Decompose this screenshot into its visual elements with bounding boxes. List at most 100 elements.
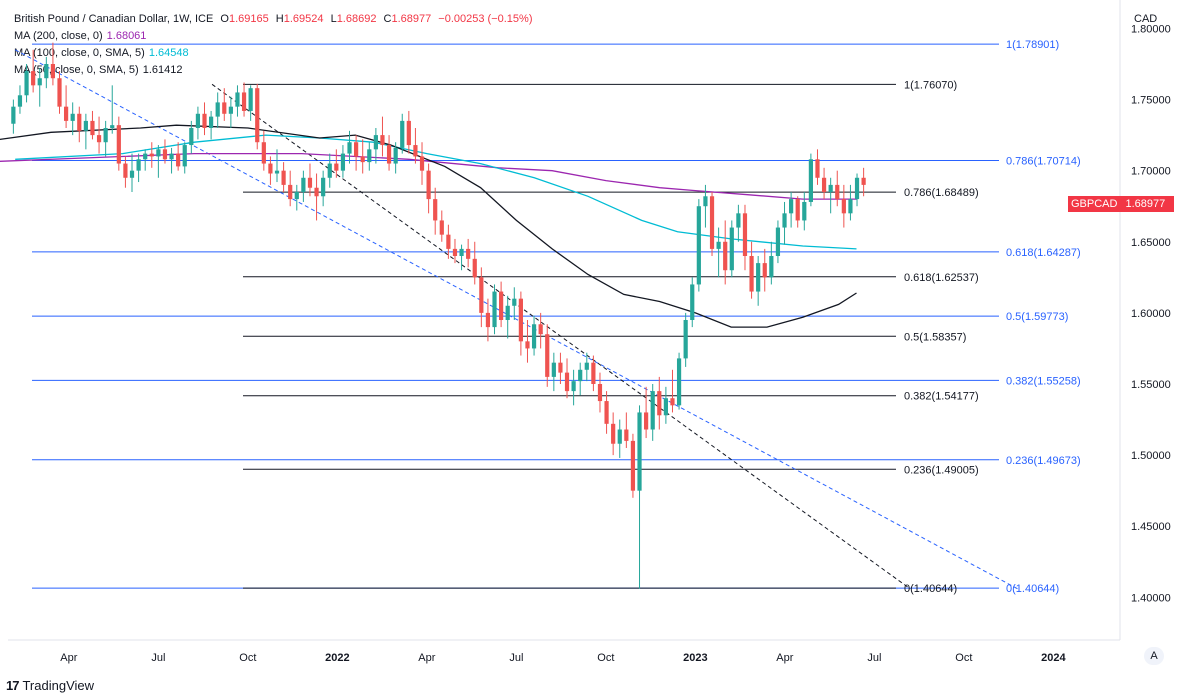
symbol-title[interactable]: British Pound / Canadian Dollar, 1W, ICE bbox=[14, 13, 214, 25]
candle-body bbox=[281, 170, 286, 185]
y-tick-label: 1.75000 bbox=[1131, 95, 1171, 107]
ma50-line bbox=[0, 124, 857, 328]
candle-body bbox=[83, 120, 88, 131]
candle-body bbox=[551, 362, 556, 377]
tradingview-name: TradingView bbox=[22, 678, 95, 693]
candle-body bbox=[149, 153, 154, 157]
y-tick-label: 1.80000 bbox=[1131, 23, 1171, 35]
candle-body bbox=[736, 213, 741, 228]
candle-body bbox=[683, 320, 688, 359]
candle-body bbox=[505, 305, 510, 320]
candle-body bbox=[162, 149, 168, 160]
candle-body bbox=[400, 120, 405, 148]
fib-blue-level-label: 0.786(1.70714) bbox=[1006, 156, 1081, 168]
candle-body bbox=[479, 277, 484, 313]
candle-body bbox=[419, 156, 425, 171]
ma100-legend[interactable]: MA (100, close, 0, SMA, 5) 1.64548 bbox=[14, 46, 193, 60]
candle-body bbox=[294, 192, 299, 200]
candle-body bbox=[321, 177, 326, 197]
fib-black-level-label: 0.618(1.62537) bbox=[904, 272, 979, 284]
ma200-legend[interactable]: MA (200, close, 0) 1.68061 bbox=[14, 29, 150, 43]
candle-body bbox=[578, 369, 583, 382]
x-tick-label: Apr bbox=[418, 652, 435, 664]
ma200-value: 1.68061 bbox=[106, 30, 147, 42]
candle-body bbox=[433, 199, 438, 221]
candle-body bbox=[347, 142, 352, 154]
candle-body bbox=[380, 135, 385, 146]
candle-body bbox=[644, 412, 649, 430]
y-tick-label: 1.40000 bbox=[1131, 592, 1171, 604]
candle-body bbox=[802, 201, 807, 221]
candle-body bbox=[696, 206, 701, 285]
auto-scale-button[interactable]: A bbox=[1144, 647, 1164, 665]
candle-body bbox=[452, 248, 458, 256]
candle-body bbox=[571, 381, 576, 392]
ohlc-open: O1.69165 bbox=[220, 13, 269, 25]
x-tick-label: Oct bbox=[597, 652, 614, 664]
fib-black-level-label: 0.382(1.54177) bbox=[904, 391, 979, 403]
candle-body bbox=[360, 156, 365, 163]
candle-body bbox=[11, 106, 16, 124]
candle-body bbox=[268, 163, 273, 174]
candle-body bbox=[327, 163, 332, 178]
candle-body bbox=[235, 92, 240, 107]
candle-body bbox=[37, 78, 42, 86]
y-tick-label: 1.60000 bbox=[1131, 308, 1171, 320]
candle-body bbox=[828, 184, 833, 192]
candle-body bbox=[182, 145, 187, 167]
x-tick-label: 2024 bbox=[1041, 652, 1066, 664]
candle-body bbox=[617, 429, 622, 444]
candle-body bbox=[512, 298, 517, 306]
tradingview-brand[interactable]: 17 TradingView bbox=[6, 678, 94, 693]
candle-body bbox=[525, 341, 530, 349]
ma200-label: MA (200, close, 0) bbox=[14, 30, 103, 42]
ma200-line bbox=[0, 152, 857, 200]
candle-body bbox=[670, 398, 675, 406]
candle-body bbox=[723, 241, 728, 271]
candle-body bbox=[861, 177, 866, 185]
candle-body bbox=[116, 125, 121, 164]
candle-body bbox=[228, 106, 233, 114]
fib-black-level-label: 0.236(1.49005) bbox=[904, 464, 979, 476]
symbol-tag-price: 1.68977 bbox=[1125, 198, 1166, 210]
candle-body bbox=[222, 102, 227, 114]
candle-body bbox=[762, 263, 767, 278]
ohlc-high: H1.69524 bbox=[275, 13, 324, 25]
candle-body bbox=[426, 170, 431, 200]
candle-body bbox=[215, 102, 220, 117]
candle-body bbox=[156, 149, 161, 157]
x-tick-label: Oct bbox=[239, 652, 256, 664]
candle-body bbox=[136, 159, 141, 171]
candle-body bbox=[729, 227, 734, 271]
ma100-value: 1.64548 bbox=[148, 47, 189, 59]
candle-body bbox=[255, 88, 260, 143]
candle-body bbox=[637, 412, 642, 491]
candle-body bbox=[690, 284, 695, 320]
symbol-tag-name: GBPCAD bbox=[1071, 198, 1118, 210]
candle-body bbox=[189, 128, 194, 146]
candle-body bbox=[716, 241, 721, 249]
candle-body bbox=[209, 116, 214, 128]
candle-body bbox=[195, 113, 201, 128]
x-tick-label: Jul bbox=[151, 652, 165, 664]
candle-body bbox=[650, 391, 655, 430]
fib-black-level-label: 0(1.40644) bbox=[904, 583, 957, 595]
candle-body bbox=[848, 199, 853, 214]
x-tick-label: Oct bbox=[955, 652, 972, 664]
candle-body bbox=[176, 153, 181, 167]
fib-blue-level-label: 0.5(1.59773) bbox=[1006, 311, 1068, 323]
candle-body bbox=[413, 145, 418, 157]
candle-body bbox=[466, 248, 471, 259]
candle-body bbox=[367, 149, 372, 163]
candle-body bbox=[676, 358, 682, 406]
ohlc-low: L1.68692 bbox=[330, 13, 377, 25]
candle-body bbox=[202, 113, 207, 128]
candle-body bbox=[24, 71, 29, 96]
candle-body bbox=[663, 398, 668, 416]
x-tick-label: Jul bbox=[509, 652, 523, 664]
candle-body bbox=[143, 153, 148, 160]
y-tick-label: 1.65000 bbox=[1131, 237, 1171, 249]
x-tick-label: Apr bbox=[776, 652, 793, 664]
candle-body bbox=[749, 256, 754, 292]
